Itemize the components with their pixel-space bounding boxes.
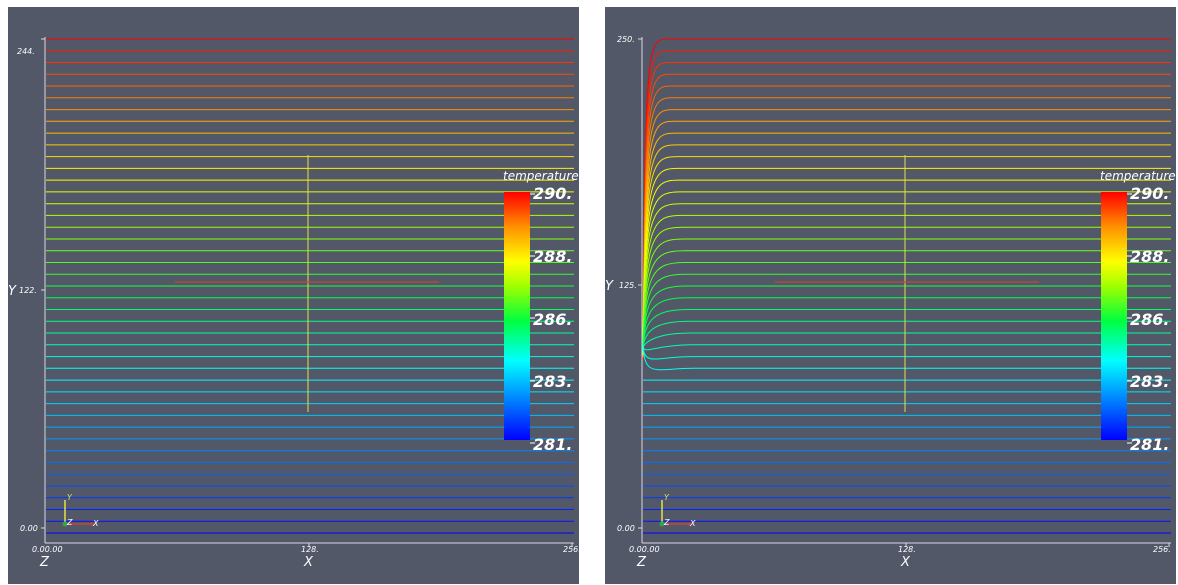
streamline xyxy=(642,344,1171,351)
streamline xyxy=(642,262,1171,351)
x-tick-right: 256. xyxy=(563,545,579,554)
streamline xyxy=(642,144,1171,355)
orientation-y-label: Y xyxy=(67,493,72,502)
y-axis-label: Y xyxy=(605,279,613,294)
render-view-right[interactable]: 250. 125. 0.00 Y 0.00.00 128. 256. Z X t… xyxy=(605,7,1176,584)
y-tick-mid: 125. xyxy=(619,281,637,290)
x-tick-mid: 128. xyxy=(301,545,319,554)
streamline xyxy=(642,85,1171,358)
y-tick-top: 244. xyxy=(17,47,35,56)
y-tick-mid: 122. xyxy=(19,286,37,295)
orientation-x-label: X xyxy=(93,519,99,528)
streamline xyxy=(642,345,1171,371)
streamline xyxy=(642,250,1171,351)
colorbar-label-283: 283. xyxy=(1130,372,1170,391)
x-tick-left: 0.00.00 xyxy=(32,545,63,554)
y-tick-bottom: 0.00 xyxy=(617,524,635,533)
orientation-axes xyxy=(659,500,691,527)
colorbar-label-288: 288. xyxy=(1130,247,1170,266)
orientation-x-label: X xyxy=(690,519,696,528)
orientation-z-label: Z xyxy=(664,518,670,527)
streamline xyxy=(642,238,1171,351)
streamline xyxy=(642,332,1171,348)
streamline xyxy=(642,285,1171,350)
x-tick-mid: 128. xyxy=(898,545,916,554)
streamline xyxy=(642,191,1171,353)
orientation-axes xyxy=(62,500,94,527)
x-tick-right: 256. xyxy=(1153,545,1171,554)
streamline xyxy=(642,132,1171,356)
colorbar-label-288: 288. xyxy=(533,247,573,266)
streamline xyxy=(642,346,1171,360)
streamline xyxy=(642,214,1171,352)
colorbar-label-286: 286. xyxy=(533,310,573,329)
colorbar-title: temperature xyxy=(503,169,579,183)
streamlines xyxy=(642,38,1171,534)
streamline xyxy=(642,297,1171,349)
streamline xyxy=(642,273,1171,350)
orientation-y-label: Y xyxy=(664,493,669,502)
x-axis-label: X xyxy=(901,555,910,570)
colorbar-label-290: 290. xyxy=(533,184,573,203)
streamline xyxy=(642,179,1171,354)
y-tick-top: 250. xyxy=(617,35,635,44)
y-axis-label: Y xyxy=(8,284,16,299)
streamline xyxy=(642,309,1171,349)
streamline xyxy=(642,109,1171,357)
colorbar xyxy=(504,192,530,440)
streamline xyxy=(642,62,1171,359)
streamline xyxy=(642,38,1171,360)
streamline-canvas xyxy=(638,37,1171,547)
streamline xyxy=(642,203,1171,353)
streamline xyxy=(642,320,1171,348)
z-axis-label: Z xyxy=(637,555,646,570)
render-view-left[interactable]: 244. 122. 0.00 Y 0.00.00 128. 256. Z X t… xyxy=(8,7,579,584)
colorbar-label-281: 281. xyxy=(1130,435,1170,454)
streamline xyxy=(642,156,1171,355)
colorbar-label-283: 283. xyxy=(533,372,573,391)
x-tick-left: 0.00.00 xyxy=(629,545,660,554)
streamlines xyxy=(46,38,574,534)
colorbar-label-290: 290. xyxy=(1130,184,1170,203)
z-axis-label: Z xyxy=(40,555,49,570)
colorbar-label-286: 286. xyxy=(1130,310,1170,329)
colorbar-label-281: 281. xyxy=(533,435,573,454)
orientation-z-label: Z xyxy=(67,518,73,527)
streamline xyxy=(642,167,1171,354)
streamline xyxy=(642,73,1171,358)
streamline-canvas xyxy=(41,37,574,547)
x-axis-label: X xyxy=(304,555,313,570)
colorbar-title: temperature xyxy=(1100,169,1176,183)
y-tick-bottom: 0.00 xyxy=(20,524,38,533)
streamline xyxy=(642,50,1171,359)
colorbar xyxy=(1101,192,1127,440)
